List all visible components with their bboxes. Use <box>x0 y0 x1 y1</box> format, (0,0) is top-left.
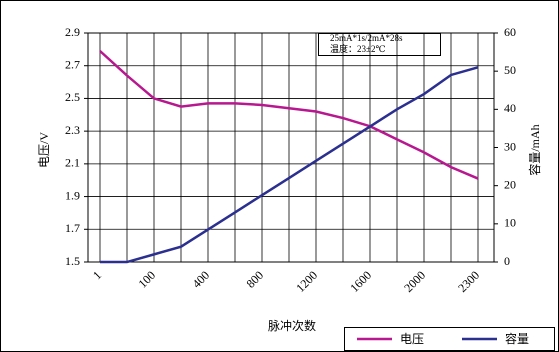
annotation: 25mA*1s/2mA*28s <box>330 33 403 43</box>
y-tick-label: 1.9 <box>65 188 80 202</box>
y-tick-label: 2.9 <box>65 25 80 39</box>
y2-tick-label: 60 <box>504 25 516 39</box>
series-line <box>99 50 479 180</box>
plot-border <box>87 32 495 263</box>
y-tick-label: 2.3 <box>65 123 80 137</box>
x-axis-label: 脉冲次数 <box>268 318 316 333</box>
y2-axis-label: 容量/mAh <box>527 124 542 175</box>
legend-label: 容量 <box>505 331 529 346</box>
y-tick-label: 2.5 <box>65 90 80 104</box>
annotation: 温度：23±2℃ <box>330 43 386 54</box>
y2-tick-label: 10 <box>504 216 516 230</box>
y-tick-label: 1.5 <box>65 254 80 268</box>
y2-tick-label: 0 <box>504 254 510 268</box>
y-tick-label: 2.1 <box>65 156 80 170</box>
y2-tick-label: 30 <box>504 139 516 153</box>
legend-box <box>344 327 555 351</box>
y-tick-label: 2.7 <box>65 57 80 71</box>
series-line <box>100 66 479 264</box>
y-axis-label: 电压/V <box>37 132 51 168</box>
legend-label: 电压 <box>400 332 424 346</box>
y-tick-label: 1.7 <box>65 221 80 235</box>
y2-tick-label: 20 <box>504 177 516 191</box>
y2-tick-label: 50 <box>504 63 516 77</box>
y2-tick-label: 40 <box>504 101 516 115</box>
